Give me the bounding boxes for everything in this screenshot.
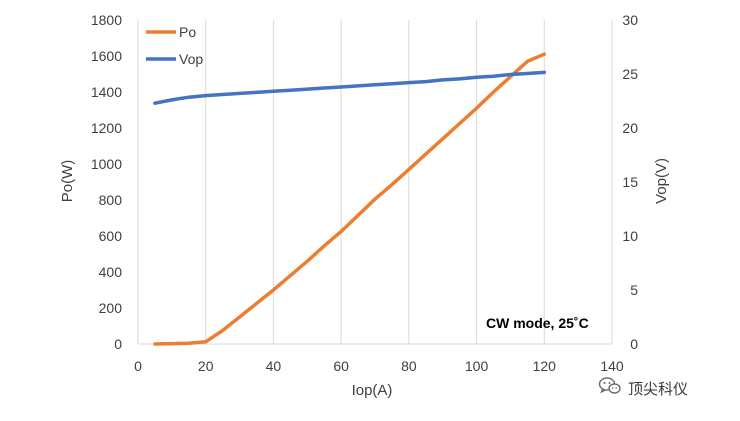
wechat-icon	[598, 376, 622, 400]
y-tick-label: 1800	[91, 12, 122, 28]
watermark: 顶尖科仪	[598, 376, 688, 400]
y-tick-label: 400	[99, 264, 123, 280]
y-tick-label: 1600	[91, 48, 122, 64]
y2-tick-label: 0	[630, 336, 638, 352]
x-axis-title: Iop(A)	[352, 382, 393, 399]
x-tick-label: 0	[134, 358, 142, 374]
x-tick-label: 20	[198, 358, 214, 374]
y2-tick-label: 25	[622, 66, 638, 82]
y2-tick-label: 5	[630, 282, 638, 298]
x-tick-label: 100	[465, 358, 489, 374]
y-tick-label: 1400	[91, 84, 122, 100]
legend-label-vop: Vop	[179, 51, 203, 67]
x-tick-label: 80	[401, 358, 417, 374]
y-tick-label: 600	[99, 228, 123, 244]
y-tick-label: 200	[99, 300, 123, 316]
series-line-vop	[153, 70, 547, 105]
x-tick-label: 140	[600, 358, 624, 374]
x-tick-label: 60	[333, 358, 349, 374]
y2-tick-label: 10	[622, 228, 638, 244]
series	[153, 52, 547, 346]
y-tick-label: 0	[114, 336, 122, 352]
series-line-po	[153, 52, 547, 346]
y2-tick-label: 15	[622, 174, 638, 190]
y-tick-label: 1000	[91, 156, 122, 172]
annotation-text: CW mode, 25˚C	[486, 315, 589, 331]
y-tick-label: 800	[99, 192, 123, 208]
legend-label-po: Po	[179, 24, 196, 40]
x-tick-label: 120	[533, 358, 557, 374]
y2-tick-label: 20	[622, 120, 638, 136]
grid	[205, 20, 545, 344]
watermark-text: 顶尖科仪	[628, 379, 689, 398]
y-tick-label: 1200	[91, 120, 122, 136]
y2-axis-title: Vop(V)	[653, 158, 670, 204]
y2-tick-label: 30	[622, 12, 638, 28]
x-tick-label: 40	[266, 358, 282, 374]
legend: Po Vop	[146, 24, 203, 67]
y-axis-title: Po(W)	[59, 160, 76, 203]
axes: 0 20 40 60 80 100 120 1400200400600800100012001…	[91, 12, 638, 374]
